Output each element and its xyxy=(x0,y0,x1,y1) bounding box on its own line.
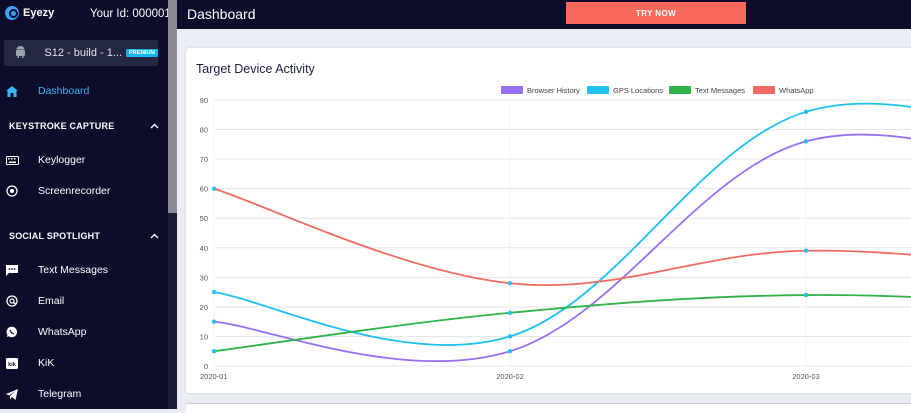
y-tick-label: 70 xyxy=(200,155,208,164)
y-tick-label: 20 xyxy=(200,303,208,312)
data-point xyxy=(507,349,513,354)
sidebar-item-telegram[interactable]: Telegram xyxy=(0,383,165,405)
legend-label: WhatsApp xyxy=(779,86,814,95)
data-point xyxy=(211,319,217,324)
svg-text:kik: kik xyxy=(8,361,17,367)
top-bar: Dashboard TRY NOW xyxy=(177,0,911,29)
series-line xyxy=(213,187,911,287)
kik-icon: kik xyxy=(5,357,19,369)
sidebar-item-dashboard[interactable]: Dashboard xyxy=(0,80,165,102)
sidebar-item-label: Email xyxy=(38,295,65,307)
legend-label: Browser History xyxy=(527,86,580,95)
section-title: SOCIAL SPOTLIGHT xyxy=(9,231,101,241)
at-sign-icon xyxy=(5,295,19,307)
record-icon xyxy=(5,185,19,197)
next-card xyxy=(186,403,911,413)
legend-swatch xyxy=(753,86,775,94)
sidebar-scrollbar-thumb[interactable] xyxy=(168,0,177,213)
sidebar-item-label: Telegram xyxy=(38,388,82,400)
sidebar-item-screenrecorder[interactable]: Screenrecorder xyxy=(0,180,165,202)
section-title: KEYSTROKE CAPTURE xyxy=(9,121,115,131)
y-tick-label: 40 xyxy=(200,244,208,253)
legend-swatch xyxy=(669,86,691,94)
x-tick-label: 2020-01 xyxy=(200,372,228,381)
sidebar-item-keylogger[interactable]: Keylogger xyxy=(0,149,165,171)
data-point xyxy=(507,310,513,315)
data-point xyxy=(803,109,809,115)
user-id: Your Id: 000001 xyxy=(90,8,171,20)
y-tick-label: 30 xyxy=(200,273,208,282)
sidebar-item-whatsapp[interactable]: WhatsApp xyxy=(0,321,165,343)
eyezy-logo-icon xyxy=(5,6,19,20)
legend-swatch xyxy=(587,86,609,94)
sidebar-item-label: KiK xyxy=(38,357,55,369)
android-icon xyxy=(15,45,26,61)
page-title: Dashboard xyxy=(187,6,256,22)
sidebar-item-label: Keylogger xyxy=(38,154,86,166)
activity-card: Target Device Activity xyxy=(186,48,911,393)
whatsapp-icon xyxy=(5,326,19,338)
data-point xyxy=(507,281,513,286)
section-keystroke-capture[interactable]: KEYSTROKE CAPTURE xyxy=(9,121,159,131)
y-tick-label: 50 xyxy=(200,214,208,223)
data-point xyxy=(803,248,809,253)
y-tick-label: 60 xyxy=(200,185,208,194)
premium-badge: PREMIUM xyxy=(126,49,158,57)
series-line xyxy=(213,294,911,353)
sidebar-item-email[interactable]: Email xyxy=(0,290,165,312)
y-tick-label: 80 xyxy=(200,126,208,135)
data-point xyxy=(211,289,217,295)
sidebar-item-label: Screenrecorder xyxy=(38,185,111,197)
sidebar-item-label: Text Messages xyxy=(38,264,109,276)
sidebar-item-text-messages[interactable]: Text Messages xyxy=(0,259,165,281)
device-selector[interactable]: S12 - build - 1... PREMIUM xyxy=(4,40,158,66)
series-line xyxy=(213,133,911,363)
telegram-icon xyxy=(5,388,19,400)
card-title: Target Device Activity xyxy=(196,62,315,76)
section-social-spotlight[interactable]: SOCIAL SPOTLIGHT xyxy=(9,231,159,241)
x-tick-label: 2020-03 xyxy=(792,372,820,381)
try-now-button[interactable]: TRY NOW xyxy=(566,2,746,24)
message-icon xyxy=(5,264,19,276)
data-point xyxy=(211,349,217,354)
legend-label: GPS Locations xyxy=(613,86,663,95)
legend-swatch xyxy=(501,86,523,94)
data-point xyxy=(211,186,217,191)
chevron-up-icon xyxy=(150,231,159,241)
data-point xyxy=(803,139,809,144)
chevron-up-icon xyxy=(150,121,159,131)
keyboard-icon xyxy=(5,155,19,165)
home-icon xyxy=(5,85,19,97)
data-point xyxy=(507,334,513,339)
x-tick-label: 2020-02 xyxy=(496,372,524,381)
sidebar-item-label: WhatsApp xyxy=(38,326,87,338)
brand[interactable]: Eyezy xyxy=(5,6,54,20)
y-tick-label: 10 xyxy=(200,332,208,341)
activity-chart: 0 10 20 30 40 50 60 70 80 90 2020-01 2020-02 2020-03… xyxy=(200,86,911,381)
brand-name: Eyezy xyxy=(23,7,55,19)
sidebar: Eyezy Your Id: 000001 S12 - build - 1...… xyxy=(0,0,177,409)
sidebar-item-kik[interactable]: kik KiK xyxy=(0,352,165,374)
y-tick-label: 90 xyxy=(200,96,208,105)
data-point xyxy=(803,292,809,298)
sidebar-item-label: Dashboard xyxy=(38,85,90,97)
device-name: S12 - build - 1... xyxy=(44,47,123,59)
y-tick-label: 0 xyxy=(204,362,208,371)
legend-label: Text Messages xyxy=(695,86,745,95)
